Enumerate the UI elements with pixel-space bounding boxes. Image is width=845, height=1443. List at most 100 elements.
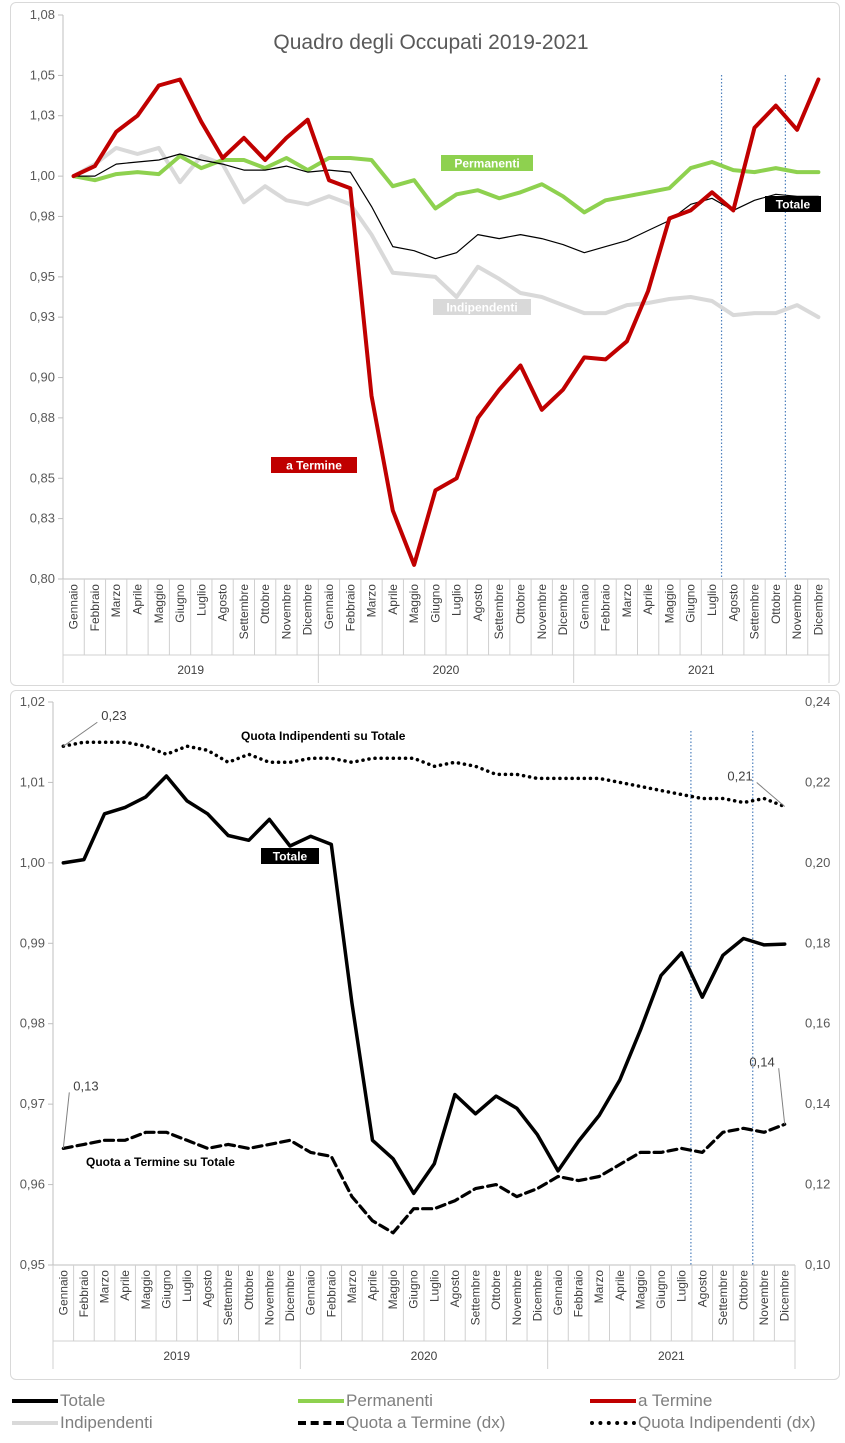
legend-item-totale: Totale (12, 1389, 105, 1413)
legend-item-a-termine: a Termine (590, 1389, 712, 1413)
y-tick-label: 0,96 (20, 1177, 45, 1192)
x-tick-label: Agosto (726, 584, 740, 622)
x-tick-label: Febbraio (324, 1270, 338, 1318)
legend-label: Indipendenti (60, 1413, 153, 1432)
y-tick-label: 0,97 (20, 1096, 45, 1111)
legend-label: Permanenti (346, 1391, 433, 1410)
year-group-label: 2021 (688, 663, 715, 677)
y2-tick-label: 0,12 (805, 1177, 830, 1192)
y2-tick-label: 0,10 (805, 1257, 830, 1272)
y-tick-label: 0,83 (30, 511, 55, 526)
chart-title: Quadro degli Occupati 2019-2021 (273, 31, 588, 54)
x-tick-label: Agosto (471, 584, 485, 622)
y2-tick-label: 0,24 (805, 694, 830, 709)
y-tick-label: 0,80 (30, 571, 55, 586)
series-label-permanenti-box (441, 155, 533, 171)
legend-swatch (298, 1399, 344, 1403)
x-tick-label: Dicembre (811, 584, 825, 636)
x-tick-label: Marzo (109, 584, 123, 618)
x-tick-label: Novembre (535, 584, 549, 640)
chart-occupati-index: 0,80 0,83 0,85 0,88 0,90 0,93 0,95 0,98 1,00 1,03… (30, 7, 830, 683)
series-line-quota-indipendenti-dx (61, 740, 787, 809)
x-tick-label: Novembre (790, 584, 804, 640)
x-tick-label: Maggio (407, 584, 421, 624)
x-tick-label: Luglio (194, 584, 208, 616)
x-tick-label: Luglio (675, 1270, 689, 1302)
series-line-a-termine (71, 77, 821, 567)
legend-label: Totale (60, 1391, 106, 1410)
x-tick-label: Settembre (716, 1270, 730, 1326)
annotation-leader (62, 1092, 70, 1149)
x-tick-label: Dicembre (283, 1270, 297, 1322)
x-tick-label: Agosto (695, 1270, 709, 1308)
x-tick-label: Giugno (428, 584, 442, 623)
value-annotation: 0,13 (73, 1078, 98, 1093)
series-label-indipendenti: Indipendenti (446, 301, 517, 315)
x-tick-label: Febbraio (599, 584, 613, 632)
legend-swatch (590, 1421, 636, 1425)
legend-label: Quota Indipendenti (dx) (638, 1413, 816, 1432)
x-tick-label: Novembre (757, 1270, 771, 1326)
legend-label: a Termine (638, 1391, 713, 1410)
x-tick-label: Novembre (510, 1270, 524, 1326)
series-label-a-termine: a Termine (286, 459, 342, 473)
x-tick-label: Luglio (450, 584, 464, 616)
x-tick-label: Marzo (592, 1270, 606, 1304)
x-tick-label: Ottobre (513, 584, 527, 624)
legend-item-indipendenti: Indipendenti (12, 1411, 153, 1435)
year-group-label: 2019 (163, 1349, 190, 1363)
legend: Totale Permanenti a Termine Indipendenti… (0, 1384, 845, 1442)
series-label-quota-a-termine: Quota a Termine su Totale (86, 1155, 235, 1169)
x-tick-label: Maggio (386, 1270, 400, 1310)
series-line-quota-a-termine-dx (61, 1122, 787, 1235)
series-label-a-termine-box (271, 457, 357, 473)
y-tick-label: 0,85 (30, 470, 55, 485)
year-group-label: 2020 (433, 663, 460, 677)
year-group-label: 2020 (411, 1349, 438, 1363)
legend-swatch (590, 1399, 636, 1403)
x-tick-label: Marzo (620, 584, 634, 618)
x-tick-label: Dicembre (301, 584, 315, 636)
y-tick-label: 0,95 (30, 269, 55, 284)
x-tick-label: Gennaio (322, 584, 336, 630)
legend-swatch (298, 1421, 344, 1425)
x-tick-label: Gennaio (304, 1270, 318, 1316)
x-tick-label: Ottobre (242, 1270, 256, 1310)
x-tick-label: Ottobre (489, 1270, 503, 1310)
chart-panel-quote: 0,95 0,96 0,97 0,98 0,99 1,00 1,01 1,02 0,10 0,12… (10, 690, 840, 1380)
y-tick-label: 1,08 (30, 7, 55, 22)
series-line-indipendenti (71, 145, 821, 320)
x-tick-label: Marzo (345, 1270, 359, 1304)
x-tick-label: Giugno (159, 1270, 173, 1309)
x-tick-label: Agosto (216, 584, 230, 622)
y-tick-label: 0,95 (20, 1257, 45, 1272)
y2-tick-label: 0,16 (805, 1016, 830, 1031)
x-tick-label: Gennaio (577, 584, 591, 630)
x-tick-label: Maggio (152, 584, 166, 624)
x-tick-label: Febbraio (572, 1270, 586, 1318)
x-tick-label: Aprile (613, 1270, 627, 1301)
y-tick-label: 1,00 (20, 855, 45, 870)
x-tick-label: Novembre (279, 584, 293, 640)
x-tick-label: Marzo (365, 584, 379, 618)
y-tick-label: 0,98 (20, 1016, 45, 1031)
y-tick-label: 0,99 (20, 935, 45, 950)
x-tick-label: Luglio (180, 1270, 194, 1302)
value-annotation: 0,14 (749, 1054, 774, 1069)
x-tick-label: Agosto (448, 1270, 462, 1308)
x-tick-label: Aprile (130, 584, 144, 615)
legend-item-permanenti: Permanenti (298, 1389, 433, 1413)
series-label-totale: Totale (776, 198, 811, 212)
x-tick-label: Febbraio (88, 584, 102, 632)
x-tick-label: Luglio (427, 1270, 441, 1302)
x-tick-label: Luglio (705, 584, 719, 616)
legend-swatch (12, 1421, 58, 1425)
series-label-indipendenti-box (433, 299, 531, 315)
x-tick-label: Maggio (633, 1270, 647, 1310)
x-tick-label: Agosto (201, 1270, 215, 1308)
x-tick-label: Giugno (173, 584, 187, 623)
y-tick-label: 1,05 (30, 67, 55, 82)
x-tick-label: Maggio (139, 1270, 153, 1310)
series-label-totale-box (261, 848, 319, 864)
